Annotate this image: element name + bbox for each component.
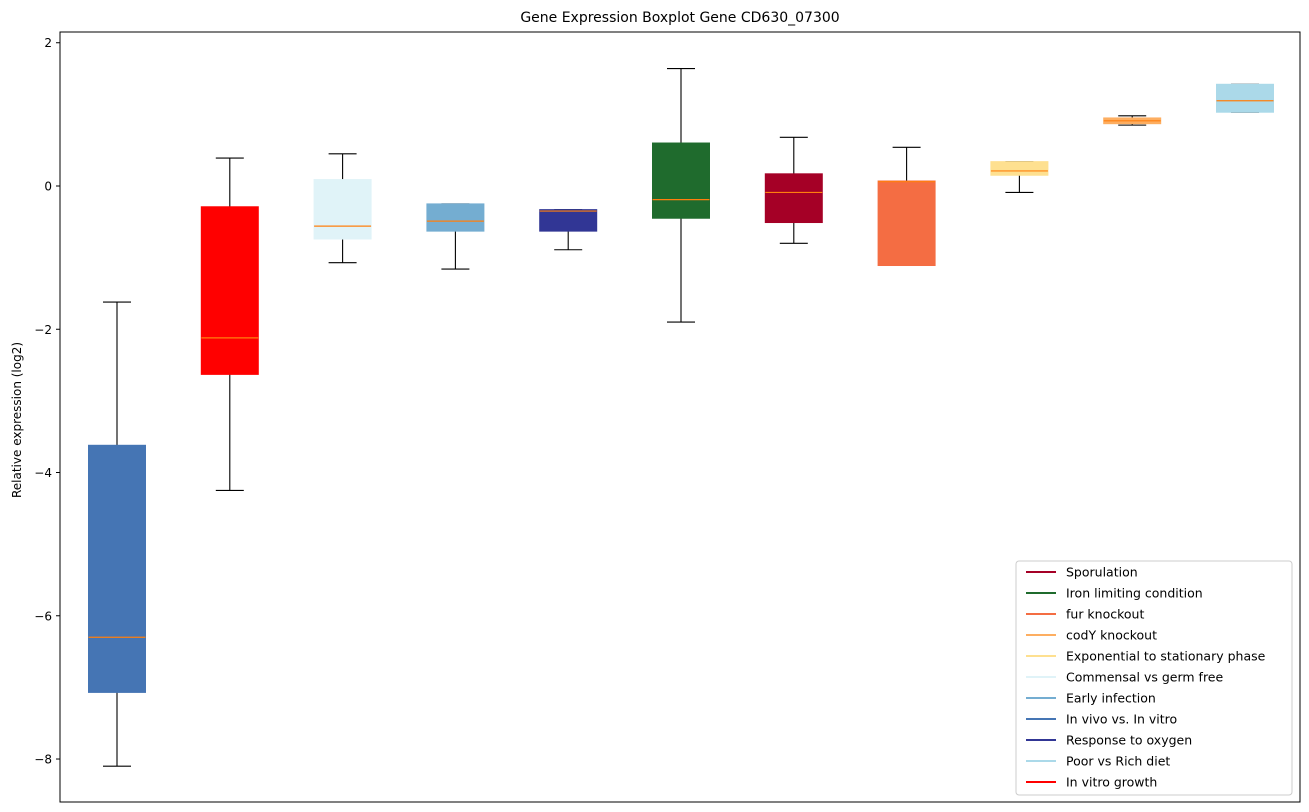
y-tick-label: −4 bbox=[34, 466, 52, 480]
legend-frame bbox=[1015, 560, 1293, 796]
box bbox=[652, 142, 710, 219]
box-group bbox=[426, 203, 485, 270]
legend-item: Sporulation bbox=[1026, 565, 1138, 580]
box bbox=[1216, 83, 1274, 113]
legend-item: Response to oxygen bbox=[1026, 733, 1192, 748]
y-tick-label: 2 bbox=[44, 36, 52, 50]
box-group bbox=[1216, 83, 1274, 113]
legend-item: codY knockout bbox=[1026, 628, 1157, 643]
y-tick-label: −8 bbox=[34, 753, 52, 767]
box-group bbox=[1103, 115, 1162, 126]
y-tick-label: 0 bbox=[44, 180, 52, 194]
box bbox=[539, 209, 598, 232]
y-axis: −8 −6 −4 −2 0 2 bbox=[34, 36, 60, 767]
legend-item: In vivo vs. In vitro bbox=[1026, 712, 1177, 727]
legend-label: In vivo vs. In vitro bbox=[1066, 712, 1177, 727]
chart-title: Gene Expression Boxplot Gene CD630_07300 bbox=[520, 10, 839, 26]
legend-label: fur knockout bbox=[1066, 607, 1144, 622]
box-group bbox=[313, 153, 372, 264]
box-group bbox=[652, 67, 710, 323]
legend-item: Poor vs Rich diet bbox=[1026, 754, 1170, 769]
box bbox=[764, 173, 823, 224]
legend: Sporulation Iron limiting condition fur kn… bbox=[1015, 560, 1293, 796]
boxes-layer bbox=[88, 67, 1274, 767]
legend-label: Commensal vs germ free bbox=[1066, 670, 1223, 685]
box bbox=[990, 161, 1049, 176]
legend-label: Iron limiting condition bbox=[1066, 586, 1203, 601]
plot-area-frame bbox=[59, 31, 1301, 803]
legend-item: Exponential to stationary phase bbox=[1026, 649, 1266, 664]
legend-item: fur knockout bbox=[1026, 607, 1144, 622]
box-group bbox=[200, 157, 259, 491]
legend-label: Exponential to stationary phase bbox=[1066, 649, 1266, 664]
legend-label: Response to oxygen bbox=[1066, 733, 1192, 748]
y-axis-label: Relative expression (log2) bbox=[10, 342, 24, 498]
box-group bbox=[539, 209, 598, 251]
box bbox=[313, 179, 372, 240]
y-tick-label: −2 bbox=[34, 323, 52, 337]
legend-label: Poor vs Rich diet bbox=[1066, 754, 1170, 769]
box-group bbox=[88, 301, 146, 767]
legend-label: Sporulation bbox=[1066, 565, 1138, 580]
box bbox=[88, 444, 146, 693]
legend-label: Early infection bbox=[1066, 691, 1156, 706]
legend-item: Iron limiting condition bbox=[1026, 586, 1203, 601]
box-group bbox=[764, 136, 823, 244]
box-group bbox=[990, 161, 1049, 193]
box bbox=[200, 206, 259, 375]
legend-item: Commensal vs germ free bbox=[1026, 670, 1223, 685]
box-group bbox=[877, 146, 936, 267]
legend-item: In vitro growth bbox=[1026, 775, 1157, 790]
box bbox=[877, 180, 936, 267]
legend-label: codY knockout bbox=[1066, 628, 1157, 643]
box bbox=[426, 203, 485, 232]
legend-label: In vitro growth bbox=[1066, 775, 1157, 790]
legend-item: Early infection bbox=[1026, 691, 1156, 706]
y-tick-label: −6 bbox=[34, 609, 52, 623]
